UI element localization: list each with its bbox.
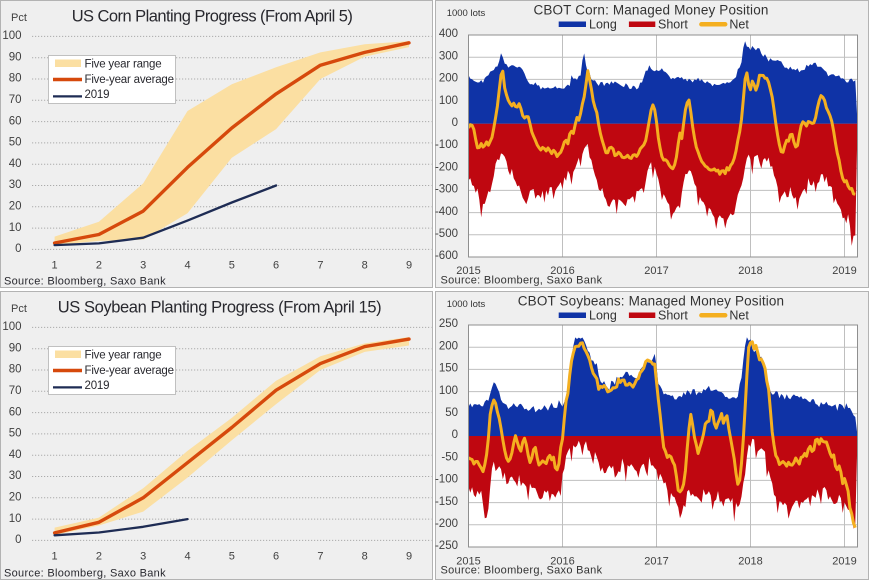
svg-text:Source: Bloomberg, Saxo Bank: Source: Bloomberg, Saxo Bank	[441, 565, 603, 577]
svg-text:2015: 2015	[456, 556, 480, 568]
svg-text:150: 150	[439, 363, 458, 375]
svg-text:200: 200	[439, 340, 458, 352]
svg-text:US Soybean Planting Progress (: US Soybean Planting Progress (From April…	[58, 298, 382, 316]
svg-text:2016: 2016	[550, 265, 574, 277]
svg-text:100: 100	[439, 385, 458, 397]
svg-text:2016: 2016	[550, 556, 574, 568]
svg-text:Short: Short	[658, 309, 688, 323]
svg-text:Five year range: Five year range	[85, 59, 162, 71]
svg-text:1: 1	[52, 260, 58, 272]
svg-text:CBOT Soybeans: Managed Money: CBOT Soybeans: Managed Money Position	[518, 293, 784, 308]
svg-text:40: 40	[9, 158, 22, 170]
svg-text:7: 7	[317, 260, 323, 272]
svg-text:1000 lots: 1000 lots	[447, 8, 486, 19]
svg-text:70: 70	[9, 385, 22, 397]
svg-text:Long: Long	[589, 309, 617, 323]
svg-text:8: 8	[362, 260, 368, 272]
svg-text:5: 5	[229, 260, 235, 272]
svg-text:5: 5	[229, 551, 235, 563]
svg-text:9: 9	[406, 551, 412, 563]
svg-text:-400: -400	[435, 206, 458, 218]
svg-text:80: 80	[9, 73, 22, 85]
svg-text:Pct: Pct	[11, 303, 27, 315]
svg-text:Long: Long	[589, 18, 617, 32]
svg-text:6: 6	[273, 551, 279, 563]
svg-text:50: 50	[9, 137, 22, 149]
svg-text:Five-year average: Five-year average	[85, 74, 174, 86]
svg-text:2019: 2019	[85, 89, 110, 101]
svg-text:Source: Bloomberg, Saxo Bank: Source: Bloomberg, Saxo Bank	[4, 276, 166, 288]
svg-text:2015: 2015	[456, 265, 480, 277]
svg-text:4: 4	[184, 260, 190, 272]
svg-text:2019: 2019	[832, 265, 856, 277]
svg-text:70: 70	[9, 94, 22, 106]
svg-text:Five-year average: Five-year average	[85, 365, 174, 377]
svg-text:9: 9	[406, 260, 412, 272]
svg-text:6: 6	[273, 260, 279, 272]
svg-text:1000 lots: 1000 lots	[447, 299, 486, 310]
svg-text:2019: 2019	[85, 380, 110, 392]
svg-text:90: 90	[9, 51, 22, 63]
svg-text:2017: 2017	[644, 556, 668, 568]
svg-text:50: 50	[9, 428, 22, 440]
svg-text:0: 0	[452, 117, 458, 129]
svg-text:7: 7	[317, 551, 323, 563]
svg-text:2017: 2017	[644, 265, 668, 277]
svg-text:Net: Net	[729, 309, 749, 323]
svg-text:Five year range: Five year range	[85, 350, 162, 362]
svg-text:4: 4	[184, 551, 190, 563]
svg-text:90: 90	[9, 342, 22, 354]
svg-text:0: 0	[15, 243, 21, 255]
svg-text:-100: -100	[435, 474, 458, 486]
svg-text:-150: -150	[435, 496, 458, 508]
svg-text:10: 10	[9, 513, 22, 525]
svg-text:US Corn Planting Progress (Fro: US Corn Planting Progress (From April 5)	[72, 7, 353, 25]
svg-text:3: 3	[140, 260, 146, 272]
svg-text:-500: -500	[435, 228, 458, 240]
svg-text:0: 0	[452, 429, 458, 441]
svg-text:3: 3	[140, 551, 146, 563]
svg-text:100: 100	[2, 321, 21, 333]
svg-text:-250: -250	[435, 540, 458, 552]
svg-text:Net: Net	[729, 18, 749, 32]
svg-text:200: 200	[439, 73, 458, 85]
svg-text:2: 2	[96, 260, 102, 272]
svg-text:30: 30	[9, 179, 22, 191]
svg-text:0: 0	[15, 534, 21, 546]
svg-text:20: 20	[9, 492, 22, 504]
svg-text:50: 50	[445, 407, 458, 419]
svg-text:Short: Short	[658, 18, 688, 32]
svg-text:1: 1	[52, 551, 58, 563]
svg-text:2018: 2018	[738, 556, 762, 568]
svg-text:60: 60	[9, 406, 22, 418]
svg-text:-300: -300	[435, 184, 458, 196]
svg-text:400: 400	[439, 28, 458, 40]
svg-text:300: 300	[439, 50, 458, 62]
svg-text:100: 100	[439, 95, 458, 107]
svg-text:-200: -200	[435, 518, 458, 530]
svg-text:80: 80	[9, 364, 22, 376]
svg-text:10: 10	[9, 222, 22, 234]
svg-text:Source: Bloomberg, Saxo Bank: Source: Bloomberg, Saxo Bank	[441, 275, 603, 287]
svg-text:30: 30	[9, 470, 22, 482]
svg-text:-200: -200	[435, 161, 458, 173]
svg-text:8: 8	[362, 551, 368, 563]
svg-text:-600: -600	[435, 250, 458, 262]
svg-text:20: 20	[9, 201, 22, 213]
svg-text:Pct: Pct	[11, 12, 27, 24]
svg-text:-50: -50	[441, 451, 458, 463]
svg-text:Source: Bloomberg, Saxo Bank: Source: Bloomberg, Saxo Bank	[4, 568, 166, 580]
svg-text:250: 250	[439, 318, 458, 330]
svg-text:2019: 2019	[832, 556, 856, 568]
svg-text:2: 2	[96, 551, 102, 563]
svg-text:-100: -100	[435, 139, 458, 151]
svg-text:2018: 2018	[738, 265, 762, 277]
svg-text:CBOT Corn: Managed Money Po: CBOT Corn: Managed Money Position	[533, 2, 768, 17]
svg-text:40: 40	[9, 449, 22, 461]
svg-text:60: 60	[9, 115, 22, 127]
svg-text:100: 100	[2, 30, 21, 42]
